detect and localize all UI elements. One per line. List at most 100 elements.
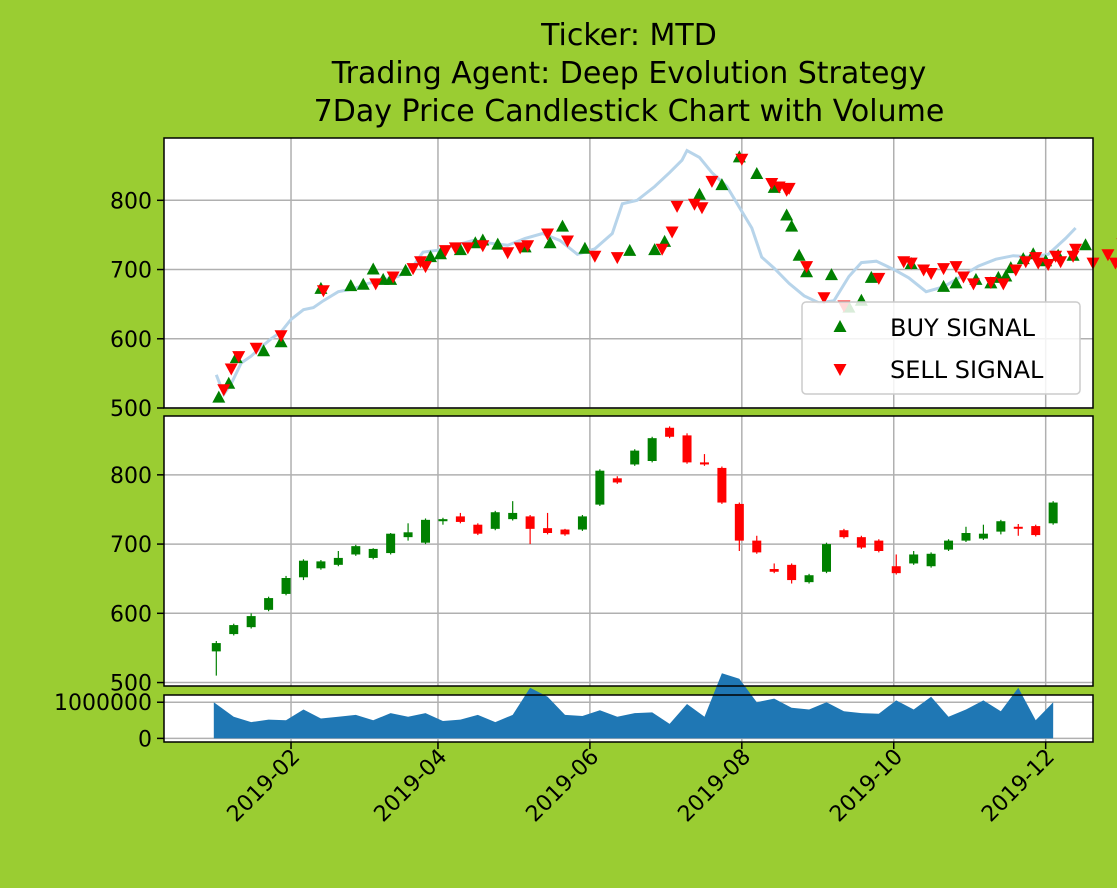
buy-signal-marker <box>399 263 413 276</box>
legend-sell-marker <box>833 364 847 376</box>
candle-body-down <box>473 524 483 534</box>
sell-signal-marker <box>461 242 475 255</box>
sell-signal-marker <box>521 240 535 253</box>
buy-signal-marker <box>864 270 878 283</box>
sell-signal-marker <box>1101 249 1115 262</box>
sell-signal-marker <box>274 330 288 343</box>
buy-signal-marker <box>453 243 467 256</box>
buy-signal-marker <box>543 236 557 249</box>
chart-title-line-3: 7Day Price Candlestick Chart with Volume <box>314 94 945 129</box>
sell-signal-marker <box>1041 259 1055 271</box>
x-tick-label: 2019-10 <box>825 745 908 828</box>
sell-signal-marker <box>1108 257 1117 270</box>
sell-signal-marker <box>904 257 918 270</box>
candle-body-down <box>543 528 553 533</box>
sell-signal-marker <box>316 285 330 298</box>
candle-body-down <box>1031 526 1041 536</box>
sell-signal-marker <box>817 292 831 305</box>
sell-signal-marker <box>588 250 602 263</box>
candle-body-up <box>298 560 308 578</box>
sell-signal-marker <box>984 277 998 289</box>
sell-signal-marker <box>476 240 490 253</box>
candle-body-down <box>734 503 744 541</box>
candle-body-up <box>403 532 413 538</box>
price-y-tick-label: 600 <box>110 328 152 353</box>
buy-signal-marker <box>356 277 370 290</box>
sell-signal-marker <box>966 278 980 291</box>
candle-body-up <box>368 548 378 558</box>
candle-body-up <box>421 519 431 543</box>
sell-signal-marker <box>782 182 796 195</box>
candle-body-up <box>264 598 274 610</box>
sell-signal-marker <box>670 200 684 213</box>
candle-body-up <box>281 578 291 594</box>
candle-y-tick-label: 800 <box>110 464 152 489</box>
candle-body-up <box>333 557 343 565</box>
candle-body-up <box>630 450 640 465</box>
sell-signal-marker <box>224 363 238 376</box>
legend-label: BUY SIGNAL <box>890 314 1036 342</box>
sell-signal-marker <box>688 198 702 211</box>
volume-area <box>213 673 1054 739</box>
sell-signal-marker <box>217 384 231 397</box>
candle-body-up <box>804 575 814 583</box>
sell-signal-marker <box>560 235 574 248</box>
sell-signal-marker <box>695 202 709 215</box>
candle-body-down <box>874 540 884 551</box>
sell-signal-marker <box>610 252 624 265</box>
candle-body-down <box>787 564 797 581</box>
sell-signal-marker <box>655 243 669 256</box>
sell-signal-marker <box>1031 257 1045 270</box>
candle-body-up <box>508 512 518 520</box>
candle-panel-background <box>164 416 1093 686</box>
price-panel-border <box>163 137 1094 409</box>
sell-signal-marker <box>513 242 527 255</box>
x-tick-label: 2019-02 <box>223 745 306 828</box>
candle-body-up <box>316 561 326 569</box>
legend-box <box>801 301 1081 395</box>
candle-body-down <box>891 566 901 574</box>
candle-body-down <box>560 529 570 535</box>
candle-body-up <box>246 616 256 628</box>
candle-body-up <box>944 540 954 550</box>
candle-body-up <box>490 512 500 529</box>
candle-y-tick-label: 700 <box>110 533 152 558</box>
buy-signal-marker <box>578 241 592 254</box>
chart-title-line-2: Trading Agent: Deep Evolution Strategy <box>331 56 927 91</box>
candle-body-down <box>699 462 709 465</box>
candle-body-down <box>856 537 866 548</box>
price-y-tick-label: 500 <box>110 397 152 422</box>
sell-signal-marker <box>917 264 931 277</box>
price-line <box>214 148 1077 398</box>
candle-body-down <box>752 540 762 553</box>
buy-signal-marker <box>257 344 271 357</box>
candle-body-down <box>769 569 779 572</box>
price-y-tick-label: 700 <box>110 259 152 284</box>
candle-y-tick-label: 500 <box>110 672 152 697</box>
buy-signal-marker <box>824 268 838 281</box>
candle-body-down <box>612 478 622 483</box>
sell-signal-marker <box>705 175 719 188</box>
candle-body-up <box>1048 502 1058 524</box>
sell-signal-marker <box>448 242 462 255</box>
buy-signal-marker <box>715 178 729 191</box>
buy-signal-marker <box>433 247 447 260</box>
sell-signal-marker <box>1009 264 1023 277</box>
sell-signal-marker <box>1054 256 1068 269</box>
candle-y-tick-label: 600 <box>110 602 152 627</box>
sell-signal-marker <box>872 272 886 285</box>
candle-body-up <box>211 643 221 652</box>
candle-body-up <box>926 553 936 567</box>
buy-signal-marker <box>692 187 706 200</box>
vol-y-tick-label: 1000000 <box>54 691 152 716</box>
buy-signal-marker <box>780 208 794 221</box>
sell-signal-marker <box>419 261 433 274</box>
candle-body-up <box>577 516 587 530</box>
buy-signal-marker <box>212 390 226 403</box>
buy-signal-marker <box>750 167 764 179</box>
chart-title-line-1: Ticker: MTD <box>540 18 717 53</box>
candle-body-up <box>595 470 605 505</box>
buy-signal-marker <box>785 219 799 232</box>
candle-body-up <box>822 544 832 572</box>
